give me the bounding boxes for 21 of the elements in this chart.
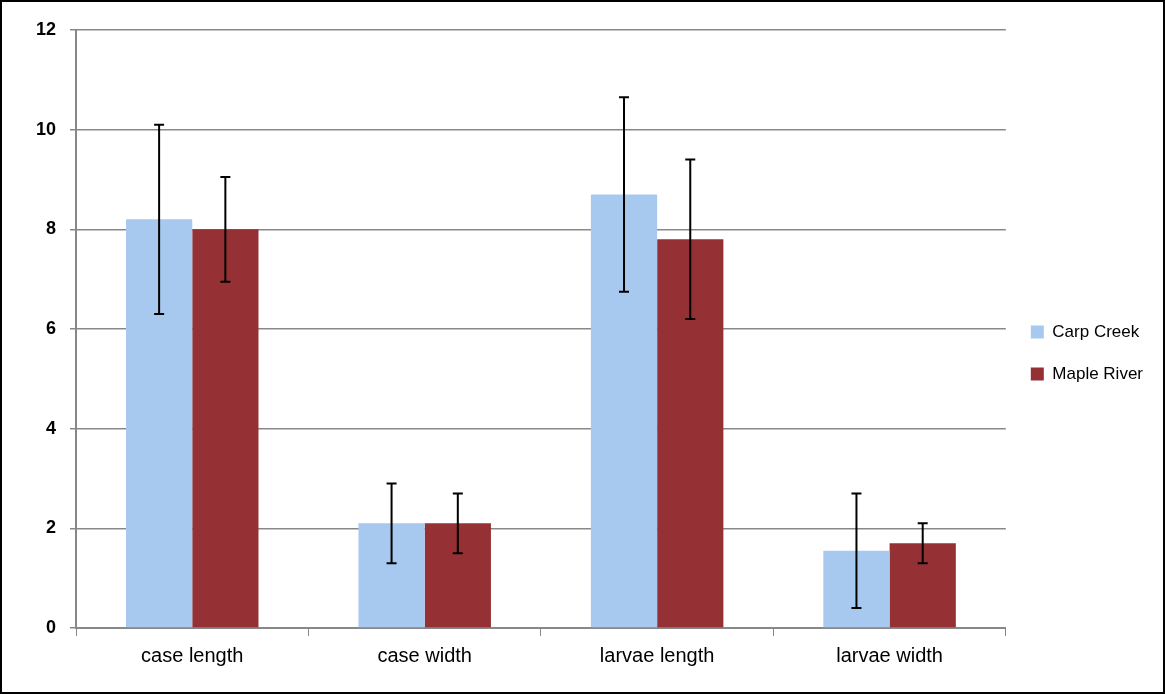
- legend-label: Carp Creek: [1052, 321, 1140, 341]
- y-tick-label: 0: [46, 616, 57, 637]
- legend-label: Maple River: [1052, 363, 1144, 383]
- bar: [823, 550, 890, 628]
- bar: [126, 219, 193, 628]
- x-tick-label: case length: [141, 643, 244, 666]
- y-tick-label: 2: [46, 517, 57, 538]
- y-tick-label: 10: [35, 118, 57, 139]
- y-tick-label: 8: [46, 218, 57, 239]
- bar: [657, 239, 724, 628]
- x-tick-label: case width: [377, 643, 472, 666]
- bar: [590, 194, 658, 628]
- y-tick-label: 6: [46, 317, 57, 338]
- bar: [889, 543, 956, 628]
- bar: [192, 229, 259, 628]
- y-tick-label: 4: [46, 417, 57, 438]
- bar: [424, 523, 491, 628]
- y-tick-label: 12: [35, 18, 57, 39]
- x-tick-label: larvae length: [599, 643, 715, 666]
- x-tick-label: larvae width: [836, 643, 943, 666]
- bar: [358, 523, 425, 628]
